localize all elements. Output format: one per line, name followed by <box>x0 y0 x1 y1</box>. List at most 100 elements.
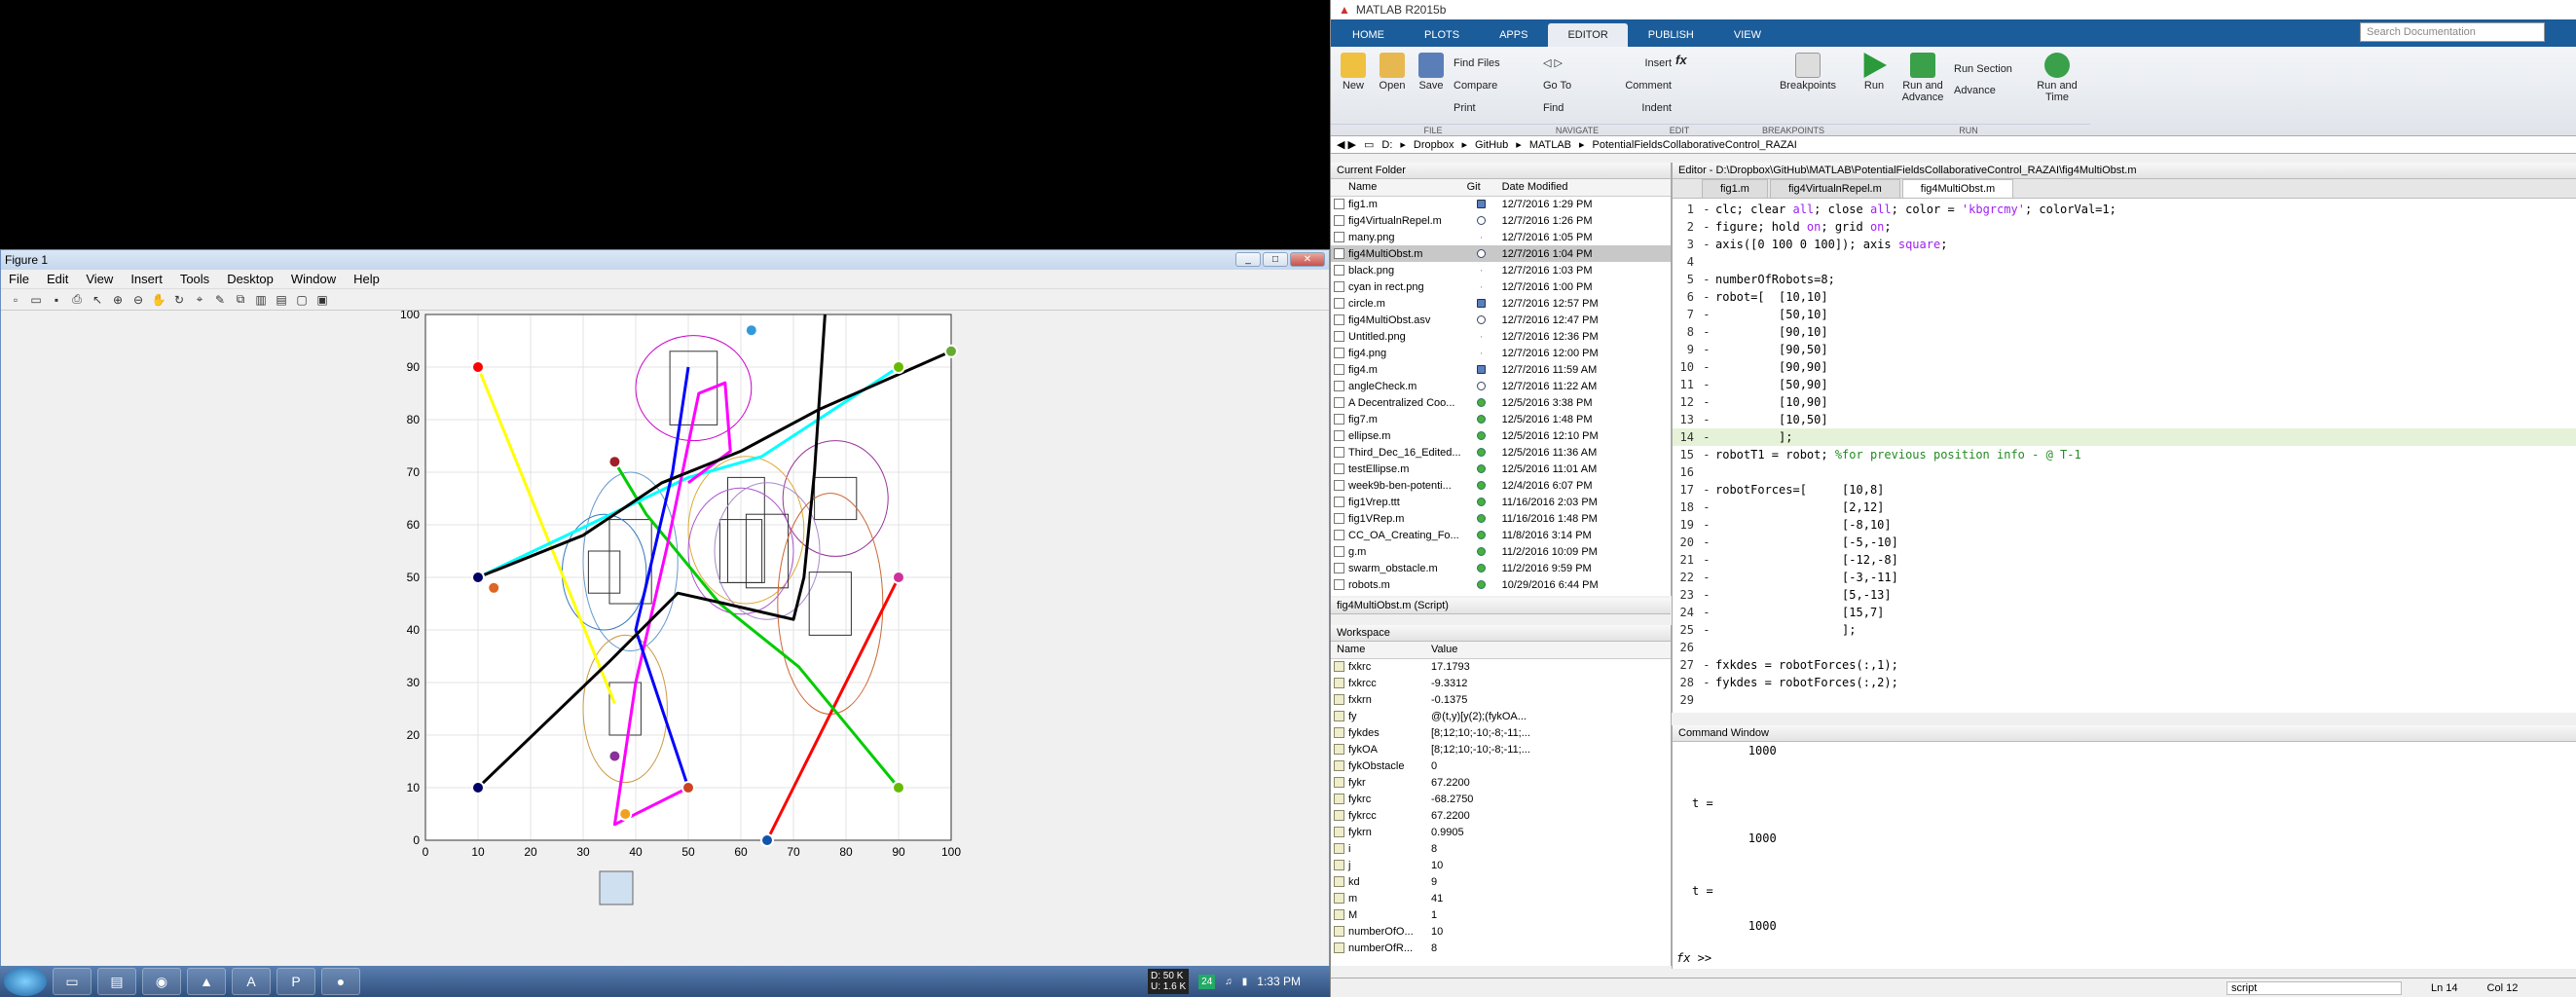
goto-button[interactable]: Go To <box>1543 80 1572 92</box>
plot-area[interactable]: 0 10 20 30 40 50 60 70 80 90 100 0 10 20 30 40 50 60 70 80 9… <box>1 311 1331 973</box>
editor-tab[interactable]: fig1.m <box>1702 179 1768 198</box>
workspace-row[interactable]: m 41 <box>1331 890 1671 906</box>
run-advance-button[interactable]: Run and Advance <box>1895 53 1950 103</box>
search-input[interactable]: Search Documentation <box>2360 22 2545 42</box>
matlab-titlebar[interactable]: ▲ MATLAB R2015b <box>1331 0 2576 19</box>
code-line[interactable]: 22 - [-3,-11] <box>1679 571 1898 584</box>
colorbar-icon[interactable]: ▥ <box>255 292 267 307</box>
code-line[interactable]: 17 - robotForces=[ [10,8] <box>1679 483 1885 497</box>
folder-row[interactable]: fig4.png · 12/7/2016 12:00 PM <box>1331 345 1671 361</box>
run-button[interactable]: Run <box>1855 53 1894 92</box>
workspace-row[interactable]: numberOfR... 8 <box>1331 940 1671 956</box>
find-files-button[interactable]: Find Files <box>1454 57 1500 69</box>
pointer-icon[interactable]: ↖ <box>92 292 103 307</box>
volume-icon[interactable]: ♫ <box>1225 976 1233 987</box>
folder-row[interactable]: black.png · 12/7/2016 1:03 PM <box>1331 262 1671 278</box>
open-button[interactable]: Open <box>1376 53 1409 92</box>
hide-tools-icon[interactable]: ▢ <box>296 292 308 307</box>
menu-edit[interactable]: Edit <box>46 272 69 286</box>
folder-row[interactable]: fig4MultiObst.asv 12/7/2016 12:47 PM <box>1331 312 1671 328</box>
start-button[interactable] <box>4 967 47 996</box>
workspace-row[interactable]: numberOfO... 10 <box>1331 923 1671 940</box>
menu-window[interactable]: Window <box>290 272 337 286</box>
workspace-row[interactable]: fxkrn -0.1375 <box>1331 691 1671 708</box>
folder-row[interactable]: week9b-ben-potenti... 12/4/2016 6:07 PM <box>1331 477 1671 494</box>
figure-titlebar[interactable]: Figure 1 _ □ ✕ <box>1 250 1329 270</box>
folder-row[interactable]: swarm_obstacle.m 11/2/2016 9:59 PM <box>1331 560 1671 576</box>
clock[interactable]: 1:33 PM <box>1257 975 1301 988</box>
code-line[interactable]: 24 - [15,7] <box>1679 606 1885 619</box>
acrobat-icon[interactable]: A <box>232 968 271 995</box>
folder-row[interactable]: many.png · 12/7/2016 1:05 PM <box>1331 229 1671 245</box>
code-line[interactable]: 4 <box>1686 255 1694 269</box>
addr-dropbox[interactable]: Dropbox <box>1413 138 1454 151</box>
workspace-row[interactable]: fy @(t,y)[y(2);(fykOA... <box>1331 708 1671 724</box>
tab-editor[interactable]: EDITOR <box>1548 23 1628 47</box>
print-icon[interactable]: ⎙ <box>72 292 82 306</box>
code-line[interactable]: 16 <box>1679 465 1694 479</box>
menu-help[interactable]: Help <box>353 272 380 286</box>
menu-insert[interactable]: Insert <box>130 272 163 286</box>
media-icon[interactable]: ● <box>321 968 360 995</box>
workspace-row[interactable]: fykOA [8;12;10;-10;-8;-11;... <box>1331 741 1671 757</box>
tab-plots[interactable]: PLOTS <box>1424 29 1460 41</box>
workspace-row[interactable]: fykObstacle 0 <box>1331 757 1671 774</box>
workspace-row[interactable]: fxkrcc -9.3312 <box>1331 675 1671 691</box>
save-button[interactable]: Save <box>1415 53 1448 92</box>
legend-icon[interactable]: ▤ <box>276 292 287 307</box>
code-line[interactable]: 23 - [5,-13] <box>1679 588 1892 602</box>
rotate-icon[interactable]: ↻ <box>173 292 185 307</box>
back-icon[interactable]: ◀ ▶ <box>1337 139 1356 151</box>
code-line[interactable]: 25 - ]; <box>1679 623 1857 637</box>
minimize-button[interactable]: _ <box>1235 252 1261 267</box>
editor-tab[interactable]: fig4MultiObst.m <box>1901 179 2014 198</box>
command-prompt[interactable]: fx >> <box>1676 951 1712 965</box>
tab-view[interactable]: VIEW <box>1733 29 1761 41</box>
close-button[interactable]: ✕ <box>1290 252 1325 267</box>
code-line[interactable]: 11 - [50,90] <box>1679 378 1828 391</box>
open-icon[interactable]: ▭ <box>30 292 42 307</box>
folder-row[interactable]: angleCheck.m 12/7/2016 11:22 AM <box>1331 378 1671 394</box>
folder-row[interactable]: ellipse.m 12/5/2016 12:10 PM <box>1331 427 1671 444</box>
datacursor-icon[interactable]: ⌖ <box>196 292 203 306</box>
code-line[interactable]: 20 - [-5,-10] <box>1679 535 1898 549</box>
dock-button[interactable] <box>599 870 634 905</box>
zoom-out-icon[interactable]: ⊖ <box>132 292 144 307</box>
code-line[interactable]: 14 - ]; <box>1673 428 2576 446</box>
code-line[interactable]: 27 - fxkdes = robotForces(:,1); <box>1679 658 1898 672</box>
folder-row[interactable]: A Decentralized Coo... 12/5/2016 3:38 PM <box>1331 394 1671 411</box>
code-line[interactable]: 5 - numberOfRobots=8; <box>1686 273 1835 286</box>
command-window[interactable]: Command Window 1000 t = 1000 t = 1000 fx… <box>1672 725 2576 969</box>
folder-row[interactable]: fig1VRep.m 11/16/2016 1:48 PM <box>1331 510 1671 527</box>
insert-button[interactable]: Insert <box>1644 57 1672 69</box>
code-line[interactable]: 6 - robot=[ [10,10] <box>1686 290 1828 304</box>
folder-row[interactable]: g.m 11/2/2016 10:09 PM <box>1331 543 1671 560</box>
folder-row[interactable]: CC_OA_Creating_Fo... 11/8/2016 3:14 PM <box>1331 527 1671 543</box>
indent-button[interactable]: Indent <box>1641 102 1672 114</box>
workspace-row[interactable]: fykrcc 67.2200 <box>1331 807 1671 824</box>
folder-row[interactable]: cyan in rect.png · 12/7/2016 1:00 PM <box>1331 278 1671 295</box>
folder-row[interactable]: fig7.m 12/5/2016 1:48 PM <box>1331 411 1671 427</box>
folder-row[interactable]: fig1Vrep.ttt 11/16/2016 2:03 PM <box>1331 494 1671 510</box>
workspace-row[interactable]: fykrn 0.9905 <box>1331 824 1671 840</box>
network-icon[interactable]: ▮ <box>1241 976 1248 987</box>
run-section-button[interactable]: Run Section <box>1954 63 2012 75</box>
code-line[interactable]: 12 - [10,90] <box>1679 395 1828 409</box>
folder-icon[interactable]: ▤ <box>97 968 136 995</box>
code-line[interactable]: 28 - fykdes = robotForces(:,2); <box>1679 676 1898 689</box>
ws-col-name[interactable]: Name <box>1337 644 1366 656</box>
maximize-button[interactable]: □ <box>1263 252 1288 267</box>
matlab-icon[interactable]: ▲ <box>187 968 226 995</box>
workspace-row[interactable]: kd 9 <box>1331 873 1671 890</box>
col-name[interactable]: Name <box>1348 181 1378 194</box>
compare-button[interactable]: Compare <box>1454 80 1498 92</box>
menu-view[interactable]: View <box>86 272 114 286</box>
menu-file[interactable]: File <box>9 272 29 286</box>
folder-up-icon[interactable]: ▭ <box>1363 139 1375 151</box>
explorer-icon[interactable]: ▭ <box>53 968 92 995</box>
folder-row[interactable]: robots.m 10/29/2016 6:44 PM <box>1331 576 1671 593</box>
comment-button[interactable]: Comment <box>1625 80 1672 92</box>
code-line[interactable]: 10 - [90,90] <box>1679 360 1828 374</box>
